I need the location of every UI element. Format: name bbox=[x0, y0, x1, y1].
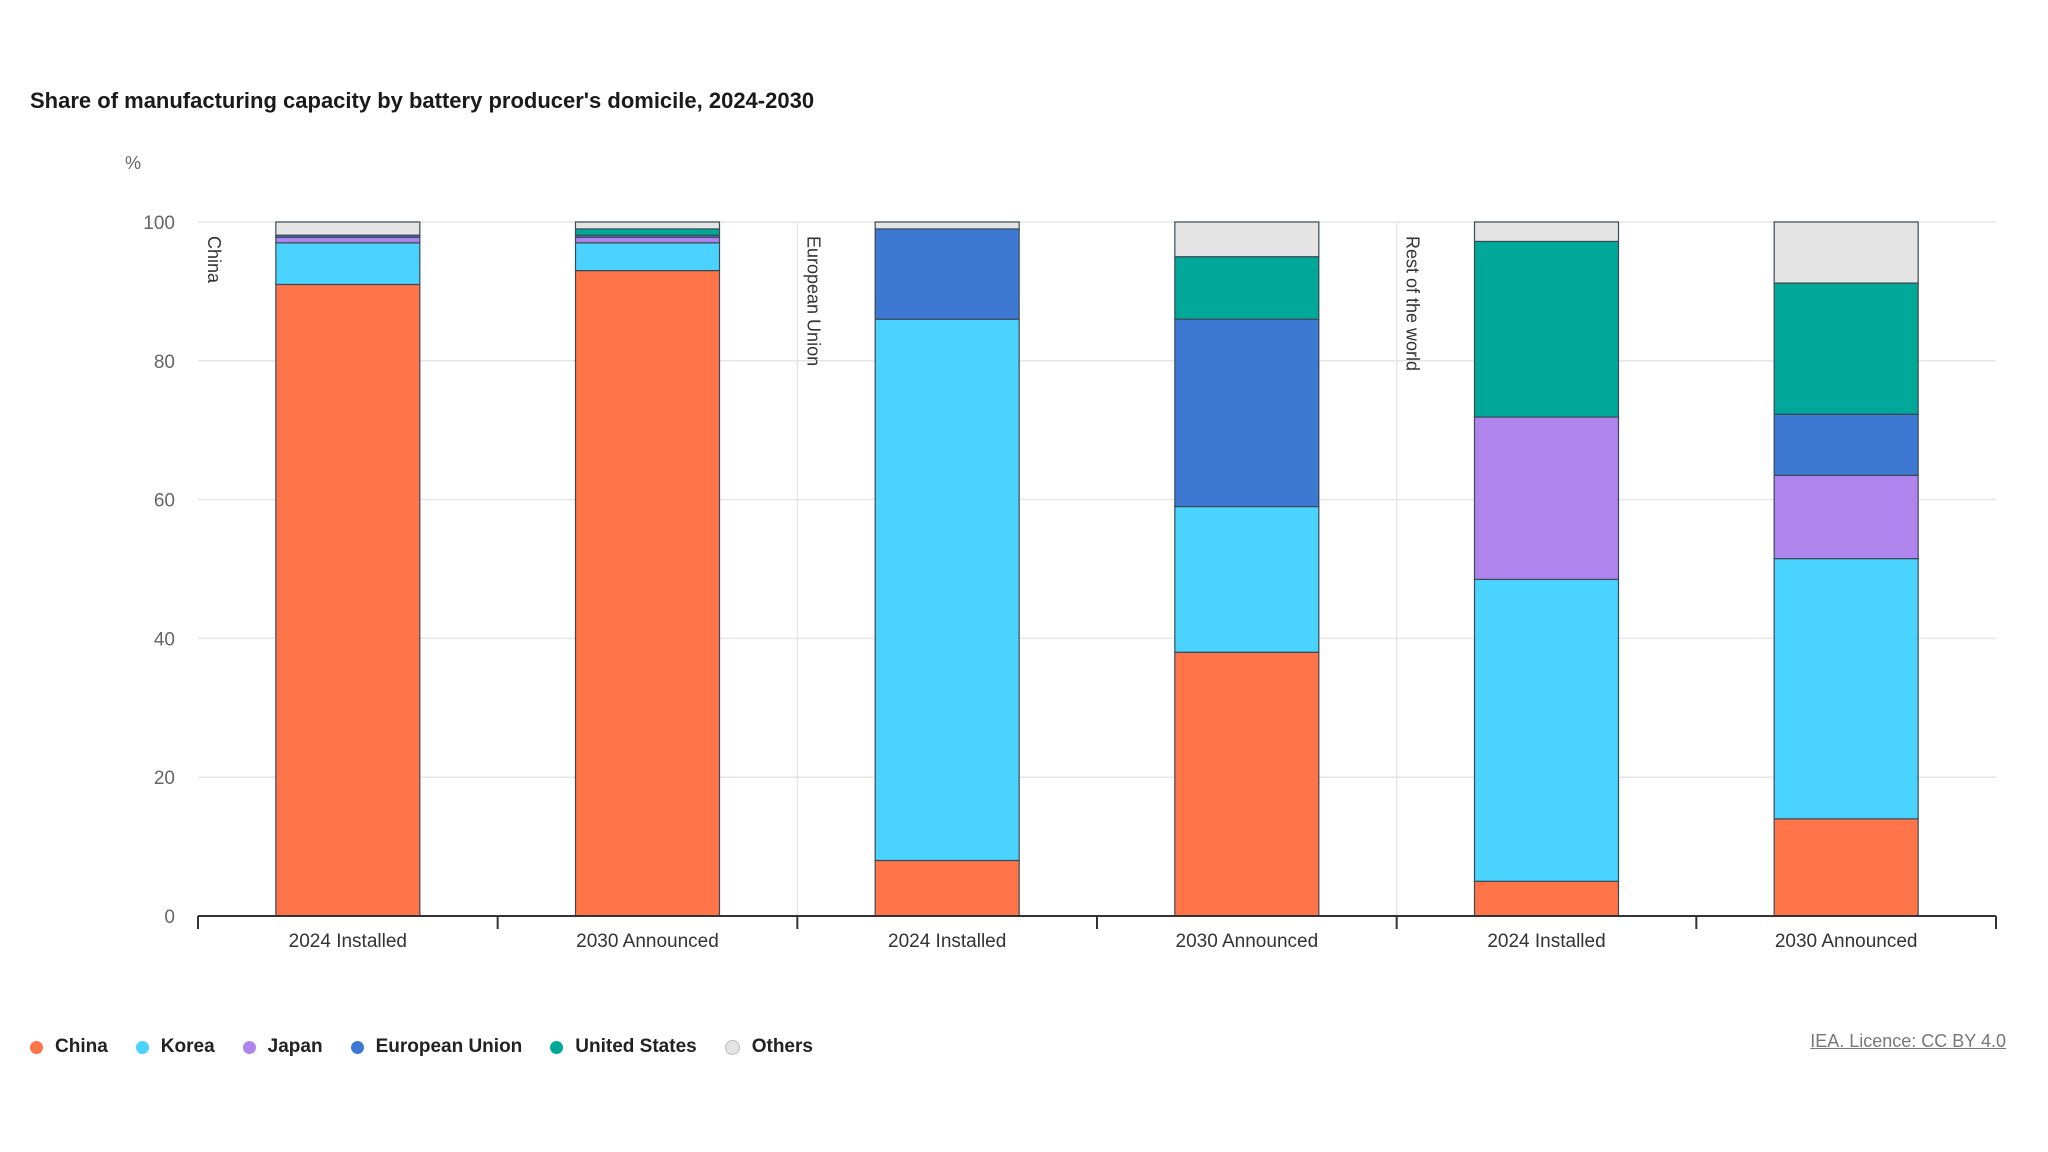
bar-segment-korea bbox=[574, 242, 721, 272]
bar-segment-others bbox=[1473, 221, 1620, 243]
bar-segment-korea bbox=[275, 242, 421, 286]
legend-dot-icon bbox=[724, 1039, 740, 1055]
group-label: European Union bbox=[803, 236, 823, 366]
y-tick-label: 80 bbox=[154, 352, 175, 373]
legend-dot-icon bbox=[550, 1040, 564, 1054]
bar-segment-japan bbox=[1773, 474, 1919, 560]
bar-segment-japan bbox=[1473, 416, 1620, 581]
legend-label: Others bbox=[751, 1036, 813, 1057]
bar-segment-china bbox=[1174, 651, 1320, 917]
legend-dot-icon bbox=[350, 1040, 364, 1054]
bar-segment-united-states bbox=[1174, 256, 1320, 320]
licence-link[interactable]: IEA. Licence: CC BY 4.0 bbox=[1810, 1031, 2006, 1051]
bar-segment-china bbox=[1473, 880, 1620, 917]
legend-label: Japan bbox=[267, 1036, 323, 1057]
x-tick-label: 2030 Announced bbox=[1176, 931, 1319, 952]
bar-segment-others bbox=[874, 221, 1020, 230]
legend-dot-icon bbox=[135, 1040, 149, 1054]
bar-segment-japan bbox=[275, 236, 421, 244]
bar-segment-china bbox=[275, 283, 421, 917]
legend-dot-icon bbox=[30, 1040, 43, 1054]
bar-segment-others bbox=[574, 221, 721, 230]
y-tick-label: 100 bbox=[143, 213, 175, 234]
y-tick-label: 60 bbox=[154, 491, 175, 512]
bar-segment-china bbox=[874, 859, 1020, 917]
group-label: Rest of the world bbox=[1403, 236, 1423, 371]
legend-item[interactable]: China bbox=[30, 1036, 108, 1058]
x-tick-label: 2024 Installed bbox=[1487, 931, 1605, 952]
legend-item[interactable]: Others bbox=[724, 1036, 813, 1058]
legend-label: China bbox=[55, 1036, 108, 1057]
x-tick-label: 2030 Announced bbox=[576, 931, 719, 952]
legend-label: European Union bbox=[375, 1036, 523, 1057]
legend-dot-icon bbox=[242, 1040, 256, 1054]
legend-item[interactable]: Korea bbox=[135, 1036, 215, 1058]
legend-label: United States bbox=[575, 1036, 697, 1057]
bar-segment-european-union bbox=[1773, 413, 1919, 476]
x-tick-label: 2030 Announced bbox=[1775, 931, 1918, 952]
bar-segment-united-states bbox=[574, 228, 721, 236]
legend: China Korea Japan European Union United Stat… bbox=[30, 1036, 813, 1058]
bar-segment-others bbox=[1773, 221, 1919, 284]
bar-segment-korea bbox=[874, 318, 1020, 862]
bar-segment-european-union bbox=[1174, 318, 1320, 508]
bar-segment-korea bbox=[1174, 505, 1320, 653]
bar-segment-united-states bbox=[1773, 282, 1919, 415]
chart-title: Share of manufacturing capacity by batte… bbox=[30, 88, 815, 113]
legend-item[interactable]: United States bbox=[550, 1036, 697, 1058]
x-tick-label: 2024 Installed bbox=[289, 931, 407, 952]
bar-segment-korea bbox=[1773, 557, 1919, 820]
bar-segment-japan bbox=[574, 236, 721, 244]
bar-segment-korea bbox=[1473, 578, 1620, 882]
legend-item[interactable]: European Union bbox=[350, 1036, 523, 1058]
y-tick-label: 40 bbox=[154, 629, 175, 650]
legend-item[interactable]: Japan bbox=[242, 1036, 323, 1058]
bar-segment-united-states bbox=[1473, 240, 1620, 418]
bar-segment-others bbox=[1174, 221, 1320, 258]
y-tick-label: 20 bbox=[154, 768, 175, 789]
bar-segment-china bbox=[574, 269, 721, 917]
y-axis-unit: % bbox=[125, 153, 142, 173]
x-tick-label: 2024 Installed bbox=[888, 931, 1006, 952]
y-tick-label: 0 bbox=[164, 907, 175, 928]
bar-segment-european-union bbox=[874, 228, 1020, 320]
bar-segment-china bbox=[1773, 818, 1919, 917]
bar-segment-others bbox=[275, 221, 421, 236]
group-label: China bbox=[204, 236, 224, 284]
legend-label: Korea bbox=[160, 1036, 215, 1057]
